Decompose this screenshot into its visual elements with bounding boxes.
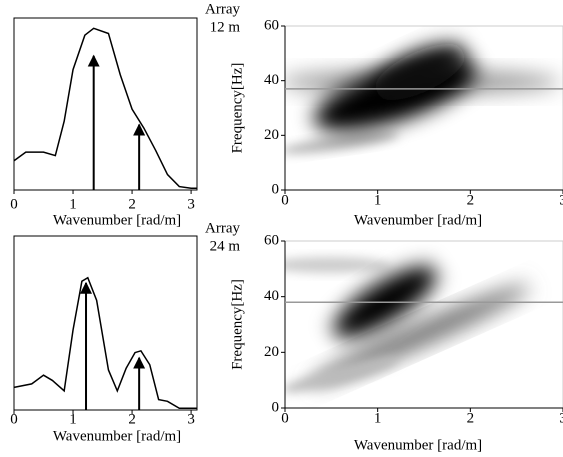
x-axis-label: Wavenumber [rad/m]: [354, 212, 482, 228]
spectrum-image: [285, 44, 560, 154]
x-tick-label: 0: [10, 196, 18, 212]
spectrum-line: [13, 27, 197, 190]
plot-frame: [13, 17, 198, 191]
x-tick-label: 1: [374, 410, 382, 426]
x-tick-label: 0: [281, 410, 289, 426]
x-axis-label: Wavenumber [rad/m]: [53, 212, 181, 228]
x-tick-label: 1: [69, 196, 77, 212]
spectrum-line: [13, 276, 197, 410]
x-tick-label: 2: [467, 410, 475, 426]
y-tick-label: 40: [264, 288, 279, 304]
y-tick-label: 20: [264, 127, 279, 143]
x-tick-label: 1: [69, 411, 77, 427]
array-label: 12 m: [210, 19, 241, 35]
y-tick-label: 0: [272, 181, 280, 197]
x-tick-label: 0: [281, 192, 289, 208]
y-tick-label: 60: [264, 17, 279, 33]
x-tick-label: 3: [187, 411, 195, 427]
x-axis-label: Wavenumber [rad/m]: [354, 437, 482, 453]
x-tick-label: 0: [10, 411, 18, 427]
y-tick-label: 60: [264, 232, 279, 248]
array-label: 24 m: [210, 238, 241, 254]
x-tick-label: 3: [187, 196, 195, 212]
y-axis-label: Frequency[Hz]: [229, 63, 245, 154]
x-tick-label: 2: [128, 411, 136, 427]
array-label: Array: [205, 220, 240, 236]
y-axis-label: Frequency[Hz]: [229, 279, 245, 370]
x-tick-label: 1: [374, 192, 382, 208]
x-axis-label: Wavenumber [rad/m]: [53, 428, 181, 444]
y-tick-label: 40: [264, 72, 279, 88]
spectrum-image: [285, 257, 530, 393]
y-tick-label: 0: [272, 399, 280, 415]
y-tick-label: 20: [264, 344, 279, 360]
x-tick-label: 2: [467, 192, 475, 208]
x-tick-label: 3: [559, 410, 563, 426]
x-tick-label: 2: [128, 196, 136, 212]
plot-frame: [13, 235, 198, 411]
x-tick-label: 3: [559, 192, 563, 208]
array-label: Array: [205, 1, 240, 17]
